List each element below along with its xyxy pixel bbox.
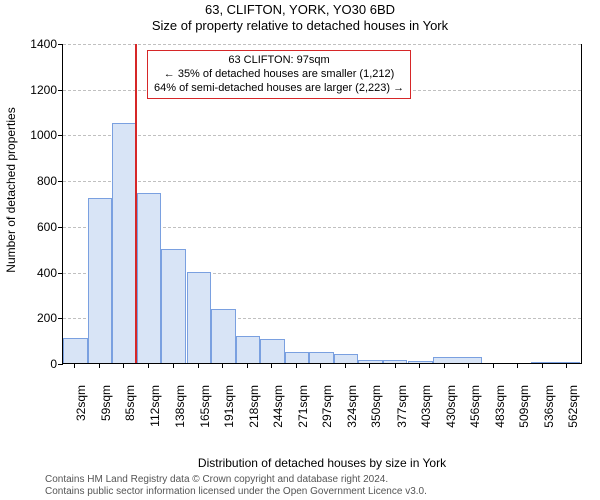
histogram-bar (137, 193, 161, 363)
x-tick-mark (566, 363, 567, 368)
y-tick-mark (58, 227, 63, 228)
histogram-bar (433, 357, 482, 363)
x-tick-mark (271, 363, 272, 368)
histogram-bar (63, 338, 88, 363)
y-tick-mark (58, 44, 63, 45)
x-tick-label: 218sqm (247, 385, 261, 428)
x-axis-label: Distribution of detached houses by size … (62, 456, 582, 470)
gridline (63, 181, 581, 182)
x-tick-mark (320, 363, 321, 368)
x-tick-label: 32sqm (74, 385, 88, 421)
histogram-bar (260, 339, 285, 363)
histogram-bar (358, 360, 383, 363)
plot-wrap: 020040060080010001200140032sqm59sqm85sqm… (62, 44, 582, 424)
x-tick-label: 403sqm (419, 385, 433, 428)
y-tick-label: 1200 (30, 83, 57, 97)
axes-box: 020040060080010001200140032sqm59sqm85sqm… (62, 44, 582, 364)
footnote-line-1: Contains HM Land Registry data © Crown c… (45, 474, 427, 486)
y-tick-label: 0 (50, 357, 57, 371)
chart-subtitle: Size of property relative to detached ho… (0, 18, 600, 34)
x-tick-mark (444, 363, 445, 368)
x-tick-label: 456sqm (468, 385, 482, 428)
y-tick-mark (58, 181, 63, 182)
histogram-bar (531, 362, 580, 363)
gridline (63, 135, 581, 136)
y-tick-label: 1000 (30, 128, 57, 142)
y-tick-label: 800 (37, 174, 57, 188)
histogram-bar (334, 354, 358, 363)
x-tick-label: 297sqm (320, 385, 334, 428)
x-tick-label: 509sqm (517, 385, 531, 428)
x-tick-mark (369, 363, 370, 368)
x-tick-mark (542, 363, 543, 368)
x-tick-mark (123, 363, 124, 368)
annotation-box: 63 CLIFTON: 97sqm← 35% of detached house… (147, 50, 411, 99)
x-tick-label: 324sqm (345, 385, 359, 428)
x-tick-mark (173, 363, 174, 368)
y-tick-mark (58, 135, 63, 136)
histogram-bar (161, 249, 186, 363)
footnote: Contains HM Land Registry data © Crown c… (45, 474, 427, 498)
y-tick-mark (58, 318, 63, 319)
y-axis-label: Number of detached properties (4, 0, 20, 380)
x-tick-mark (222, 363, 223, 368)
histogram-bar (309, 352, 334, 363)
y-tick-label: 600 (37, 220, 57, 234)
x-tick-mark (517, 363, 518, 368)
gridline (63, 44, 581, 45)
x-tick-label: 350sqm (369, 385, 383, 428)
x-tick-mark (493, 363, 494, 368)
x-tick-label: 59sqm (99, 385, 113, 421)
histogram-bar (187, 272, 211, 363)
histogram-bar (211, 309, 236, 363)
x-tick-mark (198, 363, 199, 368)
x-tick-label: 191sqm (222, 385, 236, 428)
x-tick-label: 165sqm (198, 385, 212, 428)
x-tick-label: 377sqm (395, 385, 409, 428)
y-tick-label: 200 (37, 311, 57, 325)
histogram-bar (88, 198, 112, 363)
annotation-line: 63 CLIFTON: 97sqm (154, 54, 404, 68)
x-tick-label: 536sqm (542, 385, 556, 428)
x-tick-label: 483sqm (493, 385, 507, 428)
x-tick-mark (419, 363, 420, 368)
annotation-line: 64% of semi-detached houses are larger (… (154, 82, 404, 96)
histogram-bar (112, 123, 137, 363)
x-tick-mark (468, 363, 469, 368)
x-tick-label: 138sqm (173, 385, 187, 428)
x-tick-label: 112sqm (148, 385, 162, 427)
x-tick-mark (296, 363, 297, 368)
histogram-bar (408, 361, 433, 363)
plot-area: 020040060080010001200140032sqm59sqm85sqm… (62, 44, 582, 424)
y-tick-mark (58, 364, 63, 365)
x-tick-mark (99, 363, 100, 368)
x-tick-mark (74, 363, 75, 368)
figure-container: 63, CLIFTON, YORK, YO30 6BD Size of prop… (0, 0, 600, 500)
histogram-bar (285, 352, 309, 363)
y-tick-mark (58, 273, 63, 274)
x-tick-label: 244sqm (271, 385, 285, 428)
x-tick-label: 430sqm (444, 385, 458, 428)
y-tick-mark (58, 90, 63, 91)
x-tick-mark (148, 363, 149, 368)
y-tick-label: 1400 (30, 37, 57, 51)
x-tick-mark (395, 363, 396, 368)
annotation-line: ← 35% of detached houses are smaller (1,… (154, 68, 404, 82)
footnote-line-2: Contains public sector information licen… (45, 486, 427, 498)
x-tick-mark (247, 363, 248, 368)
page-title: 63, CLIFTON, YORK, YO30 6BD (0, 0, 600, 18)
histogram-bar (236, 336, 260, 363)
x-tick-label: 85sqm (123, 385, 137, 421)
x-tick-label: 271sqm (296, 385, 310, 428)
x-tick-label: 562sqm (566, 385, 580, 428)
x-tick-mark (345, 363, 346, 368)
y-tick-label: 400 (37, 266, 57, 280)
